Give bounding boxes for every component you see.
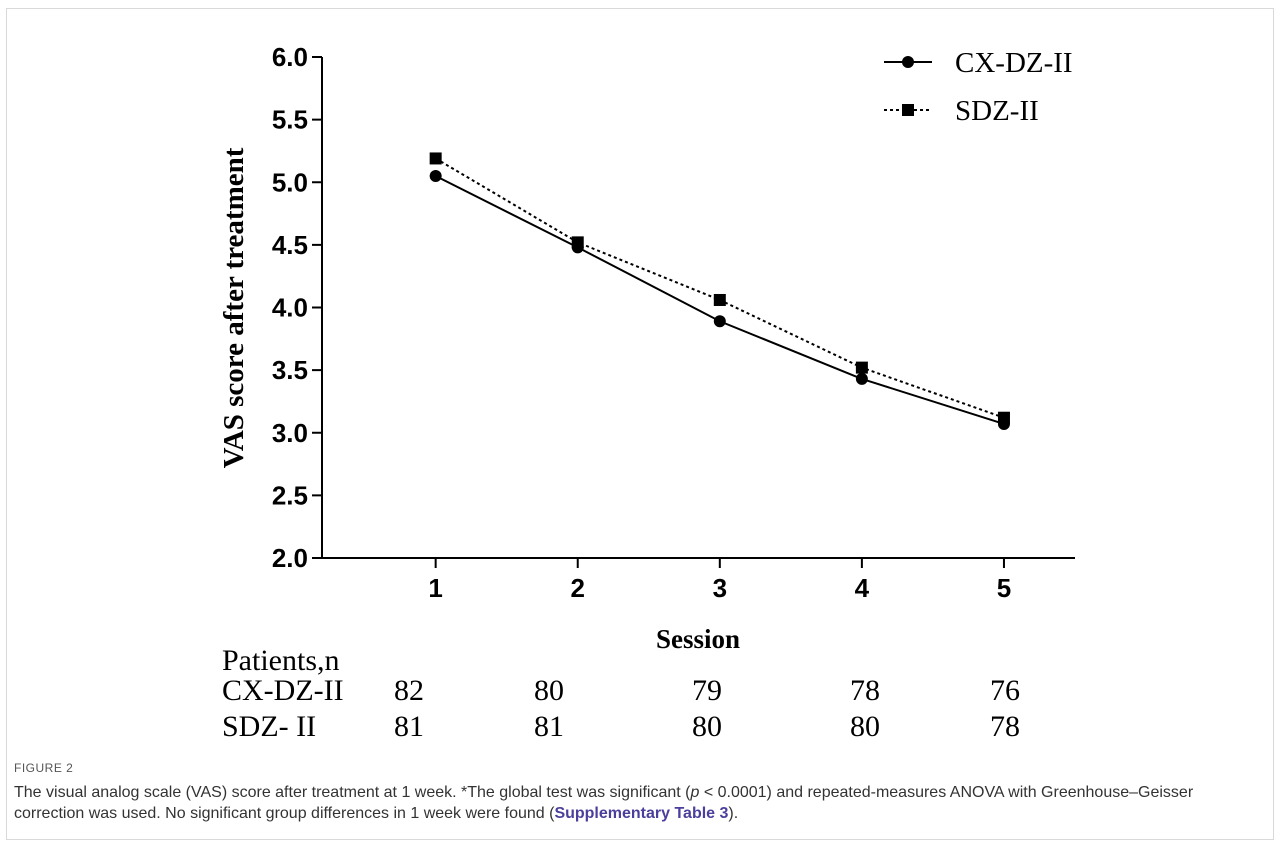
legend-label: SDZ-II [955,95,1039,127]
series-line-sdz-ii [435,157,1005,419]
x-axis-label: Session [656,624,740,654]
x-tick-label: 1 [428,573,442,603]
x-tick-label: 4 [855,573,870,603]
chart-series [429,152,1010,430]
data-point-circle [713,315,726,328]
chart-legend: CX-DZ-II SDZ-II [884,47,1073,127]
figure-caption: The visual analog scale (VAS) score afte… [14,782,1264,824]
data-point-circle [855,372,868,385]
x-tick-label: 3 [713,573,727,603]
x-tick-labels: 1 2 3 4 5 [428,573,1011,603]
y-tick-label: 4.5 [272,230,308,260]
caption-p-symbol: p [690,784,700,801]
chart-axes [312,56,1075,568]
x-tick-label: 5 [997,573,1011,603]
y-tick-label: 3.5 [272,355,308,385]
data-point-square [855,361,868,374]
y-axis-label: VAS score after treatment [218,147,250,468]
line-chart: 2.0 2.5 3.0 3.5 4.0 4.5 5.0 5.5 6.0 1 2 3 4 5 CX-DZ-… [218,42,1075,654]
figure-label: FIGURE 2 [14,761,74,775]
data-point-square [429,152,442,165]
y-tick-label: 6.0 [272,42,308,72]
y-tick-labels: 2.0 2.5 3.0 3.5 4.0 4.5 5.0 5.5 6.0 [272,42,308,573]
supplementary-table-link[interactable]: Supplementary Table 3 [554,805,729,822]
y-tick-label: 5.0 [272,167,308,197]
y-tick-label: 3.0 [272,418,308,448]
x-tick-label: 2 [571,573,585,603]
data-point-square [997,411,1010,424]
caption-text-b: < 0.0001) and repeated-measures ANOVA wi… [14,784,1194,822]
data-point-square [713,293,726,306]
caption-text-a: The visual analog scale (VAS) score afte… [14,784,691,801]
y-tick-label: 2.0 [272,543,308,573]
legend-marker-square [902,104,914,116]
caption-text-c: ). [728,805,739,822]
y-tick-label: 2.5 [272,480,308,510]
legend-label: CX-DZ-II [955,47,1073,79]
y-tick-label: 5.5 [272,105,308,135]
figure-frame [6,8,1274,840]
legend-marker-circle [902,56,914,68]
data-point-circle [429,169,442,182]
y-tick-label: 4.0 [272,293,308,323]
data-point-square [571,236,584,249]
